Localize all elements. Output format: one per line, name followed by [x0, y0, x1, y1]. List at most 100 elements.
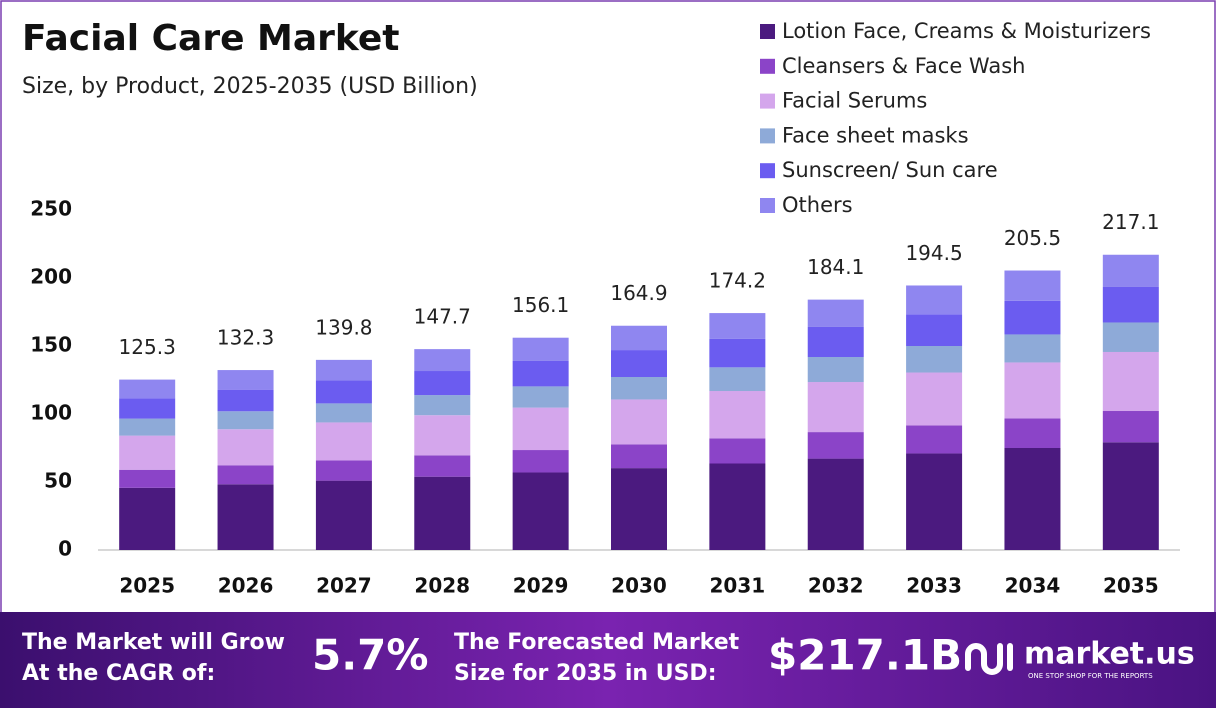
bar-segment: [1102, 411, 1159, 443]
bar-segment: [414, 349, 471, 372]
legend-label: Face sheet masks: [782, 123, 969, 147]
bar-segment: [709, 313, 766, 339]
y-tick-label: 50: [44, 469, 72, 493]
bar-segment: [611, 444, 667, 469]
y-tick-label: 200: [30, 265, 72, 289]
y-tick-label: 150: [30, 333, 72, 357]
bar-segment: [709, 338, 766, 368]
bar-segment: [611, 399, 667, 445]
bar-segment: [512, 360, 569, 387]
bar-segment: [1102, 442, 1159, 550]
forecast-text: Size for 2035 in USD:: [454, 661, 717, 686]
total-label: 132.3: [217, 326, 274, 350]
bar-segment: [906, 372, 963, 426]
bar-segment: [1102, 254, 1159, 287]
bar-segment: [512, 472, 569, 550]
bar-segment: [217, 411, 274, 430]
bar-segment: [807, 326, 864, 358]
bar-segment: [709, 367, 766, 392]
bar-segment: [315, 422, 372, 461]
bar-segment: [1004, 448, 1061, 550]
bar-segment: [414, 395, 471, 416]
bar-segment: [315, 460, 372, 481]
logo-icon: [965, 643, 1013, 675]
legend-label: Cleansers & Face Wash: [782, 54, 1025, 78]
logo-tagline: ONE STOP SHOP FOR THE REPORTS: [1028, 672, 1153, 680]
cagr-text: The Market will Grow: [22, 630, 285, 655]
bar-segment: [119, 418, 176, 436]
x-tick-label: 2034: [1005, 574, 1061, 598]
x-tick-label: 2031: [710, 574, 766, 598]
bar-segment: [119, 398, 176, 419]
chart-title: Facial Care Market: [22, 18, 400, 59]
legend-swatch: [760, 198, 775, 213]
bar-segment: [414, 371, 471, 396]
legend-swatch: [760, 128, 775, 144]
bar-segment: [1004, 300, 1061, 335]
cagr-text: At the CAGR of:: [22, 661, 215, 686]
bar-segment: [217, 389, 274, 412]
bar-segment: [906, 453, 963, 550]
bar-segment: [512, 386, 569, 408]
bar-segment: [906, 285, 963, 315]
y-tick-label: 100: [30, 401, 72, 425]
footer-banner: [0, 612, 1216, 708]
bar-segment: [1102, 322, 1159, 352]
y-tick-label: 250: [30, 197, 72, 221]
bar-segment: [512, 450, 569, 473]
legend-swatch: [760, 58, 775, 74]
total-label: 156.1: [512, 293, 569, 317]
bar-segment: [315, 380, 372, 404]
legend-label: Others: [782, 193, 853, 217]
bar-segment: [906, 314, 963, 346]
bar-segment: [512, 337, 569, 361]
bar-segment: [807, 299, 864, 327]
legend-swatch: [760, 24, 775, 39]
forecast-text: The Forecasted Market: [454, 630, 740, 655]
bar-segment: [1004, 418, 1061, 448]
logo: market.us: [1024, 637, 1195, 672]
x-tick-label: 2025: [119, 574, 175, 598]
total-label: 184.1: [807, 255, 864, 279]
bar-segment: [119, 379, 176, 399]
x-tick-label: 2028: [414, 574, 470, 598]
bar-segment: [807, 432, 864, 459]
bar-segment: [1004, 362, 1061, 419]
bar-segment: [512, 407, 569, 451]
bar-segment: [611, 468, 667, 550]
bar-segment: [906, 346, 963, 373]
total-label: 205.5: [1004, 226, 1061, 250]
bar-segment: [709, 463, 766, 550]
x-tick-label: 2035: [1103, 574, 1159, 598]
x-tick-label: 2032: [808, 574, 864, 598]
total-label: 217.1: [1102, 210, 1159, 234]
bar-segment: [611, 325, 667, 351]
y-tick-label: 0: [58, 537, 72, 561]
legend-swatch: [760, 93, 775, 109]
bar-segment: [414, 455, 471, 477]
legend-label: Lotion Face, Creams & Moisturizers: [782, 19, 1151, 43]
bar-segment: [807, 382, 864, 433]
total-label: 164.9: [610, 281, 667, 305]
bar-segment: [217, 370, 274, 390]
bar-segment: [119, 435, 176, 470]
bar-segment: [1102, 286, 1159, 323]
bar-segment: [414, 476, 471, 550]
bar-segment: [119, 487, 176, 550]
bar-segment: [709, 391, 766, 439]
total-label: 125.3: [119, 335, 176, 359]
chart-subtitle: Size, by Product, 2025-2035 (USD Billion…: [22, 74, 478, 99]
bar-segment: [611, 377, 667, 400]
bar-segment: [315, 403, 372, 423]
bar-segment: [315, 359, 372, 381]
bar-segment: [611, 350, 667, 378]
bar-segment: [1004, 270, 1061, 301]
legend-swatch: [760, 163, 775, 179]
bar-segment: [414, 415, 471, 456]
total-label: 174.2: [709, 269, 766, 293]
bar-segment: [1004, 334, 1061, 363]
bar-segment: [807, 458, 864, 550]
bar-segment: [217, 465, 274, 485]
bar-segment: [217, 429, 274, 466]
